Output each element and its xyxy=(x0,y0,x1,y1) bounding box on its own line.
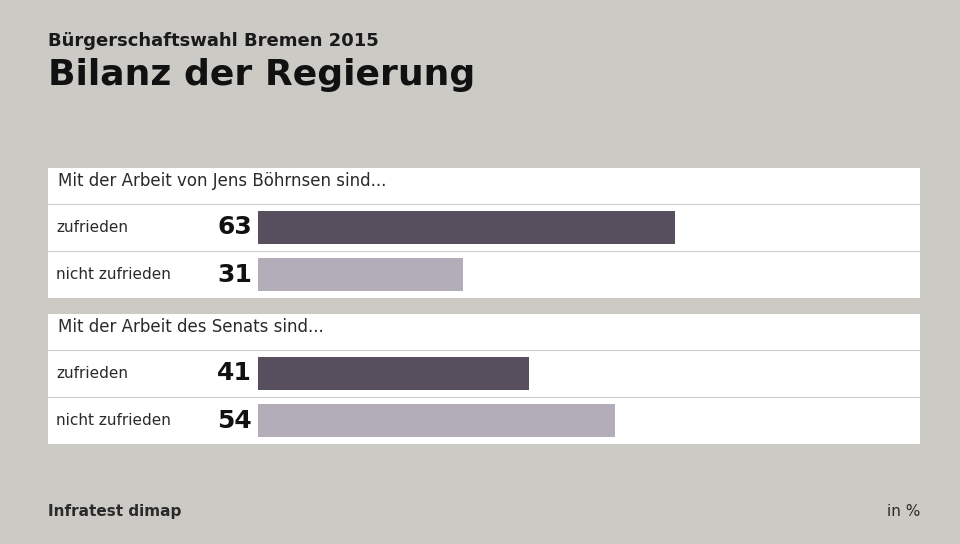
Text: nicht zufrieden: nicht zufrieden xyxy=(56,413,171,428)
Bar xyxy=(258,258,464,291)
Text: zufrieden: zufrieden xyxy=(56,366,128,381)
Text: Infratest dimap: Infratest dimap xyxy=(48,504,181,519)
Text: Mit der Arbeit von Jens Böhrnsen sind...: Mit der Arbeit von Jens Böhrnsen sind... xyxy=(58,172,386,190)
Text: nicht zufrieden: nicht zufrieden xyxy=(56,267,171,282)
Text: Mit der Arbeit des Senats sind...: Mit der Arbeit des Senats sind... xyxy=(58,318,324,336)
Bar xyxy=(258,211,675,244)
Bar xyxy=(258,404,615,437)
Text: 41: 41 xyxy=(217,362,252,386)
Text: 63: 63 xyxy=(217,215,252,239)
Text: 54: 54 xyxy=(217,409,252,432)
Text: Bürgerschaftswahl Bremen 2015: Bürgerschaftswahl Bremen 2015 xyxy=(48,32,379,50)
Text: Bilanz der Regierung: Bilanz der Regierung xyxy=(48,58,475,92)
Bar xyxy=(48,314,920,444)
Text: 31: 31 xyxy=(217,263,252,287)
Bar xyxy=(258,357,529,390)
Bar xyxy=(48,168,920,298)
Text: in %: in % xyxy=(887,504,920,519)
Text: zufrieden: zufrieden xyxy=(56,220,128,235)
